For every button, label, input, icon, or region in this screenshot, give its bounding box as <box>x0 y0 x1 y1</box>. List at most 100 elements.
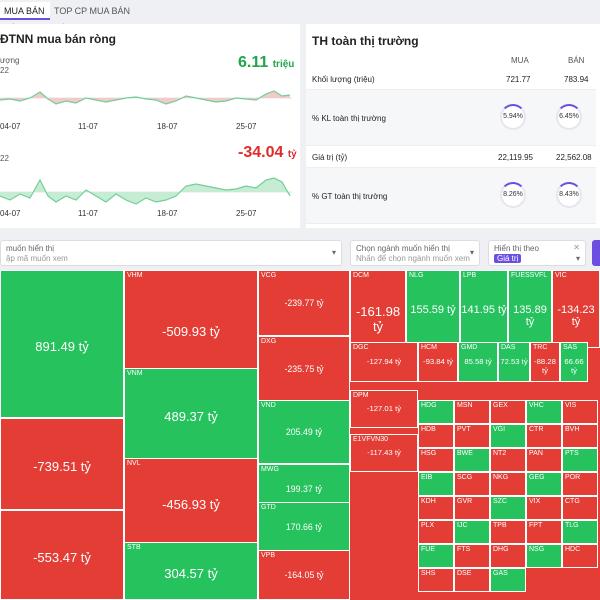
tile-code: CTR <box>529 426 544 433</box>
treemap-tile[interactable]: NSG <box>526 544 562 568</box>
treemap-tile[interactable]: EIB <box>418 472 454 496</box>
treemap-tile[interactable]: FUESSVFL 135.89 tỷ <box>508 270 552 348</box>
treemap-tile[interactable]: VPB -164.05 tỷ <box>258 550 350 600</box>
volume-value: 6.11 <box>238 54 269 71</box>
treemap-tile[interactable]: E1VFVN30 -117.43 tỷ <box>350 434 418 472</box>
treemap-tile[interactable]: STB 304.57 tỷ <box>124 542 258 600</box>
tile-value: -164.05 tỷ <box>284 570 324 580</box>
treemap-tile[interactable]: GVR <box>454 496 490 520</box>
treemap-tile[interactable]: VIS <box>562 400 598 424</box>
tile-value: 155.59 tỷ <box>410 304 456 316</box>
treemap-tile[interactable]: NKG <box>490 472 526 496</box>
treemap-tile[interactable]: TPB <box>490 520 526 544</box>
industry-filter[interactable]: Chọn ngành muốn hiển thị Nhấn để chọn ng… <box>350 240 480 266</box>
treemap-tile[interactable]: HDC <box>562 544 598 568</box>
treemap-tile[interactable]: NLG 155.59 tỷ <box>406 270 460 348</box>
tile-value: -456.93 tỷ <box>162 497 220 512</box>
clear-icon[interactable]: ✕ <box>573 243 580 252</box>
treemap-tile[interactable]: GTD 170.66 tỷ <box>258 502 350 552</box>
treemap-tile[interactable]: TLG <box>562 520 598 544</box>
treemap-tile[interactable]: FTS <box>454 544 490 568</box>
col-buy-header: MUA <box>511 56 529 65</box>
treemap-tile[interactable]: VGI <box>490 424 526 448</box>
tile-code: GEX <box>493 402 508 409</box>
tile-code: DAS <box>501 344 516 351</box>
tile-code: VNM <box>127 370 143 377</box>
tile-code: DSE <box>457 570 472 577</box>
treemap-tile[interactable]: FUE <box>418 544 454 568</box>
treemap-tile[interactable]: MSN <box>454 400 490 424</box>
treemap-tile[interactable]: VND 205.49 tỷ <box>258 400 350 464</box>
treemap-tile[interactable]: FPT <box>526 520 562 544</box>
value-xtick-4: 25-07 <box>236 209 257 218</box>
treemap-tile[interactable]: CTG <box>562 496 598 520</box>
treemap-tile[interactable]: BWE <box>454 448 490 472</box>
treemap-tile[interactable]: NVL -456.93 tỷ <box>124 458 258 546</box>
treemap-tile[interactable]: NT2 <box>490 448 526 472</box>
treemap-tile[interactable]: VNM 489.37 tỷ <box>124 368 258 460</box>
display-by-chip[interactable]: Giá trị <box>494 254 522 263</box>
treemap-tile[interactable]: BVH <box>562 424 598 448</box>
treemap-tile[interactable]: HCM -93.84 tỷ <box>418 342 458 382</box>
treemap-tile[interactable]: SZC <box>490 496 526 520</box>
treemap-tile[interactable]: IJC <box>454 520 490 544</box>
stock-filter[interactable]: muốn hiển thị ập mã muốn xem ▾ <box>0 240 342 266</box>
treemap-tile[interactable]: LPB 141.95 tỷ <box>460 270 508 348</box>
tile-code: SAS <box>563 344 578 351</box>
treemap-tile[interactable]: GEG <box>526 472 562 496</box>
tile-code: NKG <box>493 474 509 481</box>
value-chart <box>0 177 292 205</box>
treemap-tile[interactable]: SCG <box>454 472 490 496</box>
treemap-tile[interactable]: DAS 72.53 tỷ <box>498 342 530 382</box>
treemap-tile[interactable]: DCM -161.98 tỷ <box>350 270 406 348</box>
treemap-tile[interactable]: HDB <box>418 424 454 448</box>
tab-net-buy-sell[interactable]: MUA BÁN RÒNG <box>0 2 50 34</box>
tile-code: VGI <box>493 426 506 433</box>
treemap-tile[interactable]: PVT <box>454 424 490 448</box>
tile-code: VPB <box>261 552 276 559</box>
treemap-tile[interactable]: HDG <box>418 400 454 424</box>
treemap-tile[interactable]: DGC -127.94 tỷ <box>350 342 418 382</box>
treemap-tile[interactable]: VCG -239.77 tỷ <box>258 270 350 336</box>
treemap-tile[interactable]: SAS 66.66 tỷ <box>560 342 588 382</box>
treemap-tile[interactable]: -553.47 tỷ <box>0 510 124 600</box>
treemap-tile[interactable]: TRC -88.28 tỷ <box>530 342 560 382</box>
treemap-tile[interactable]: CTR <box>526 424 562 448</box>
treemap-tile[interactable]: DPM -127.01 tỷ <box>350 390 418 428</box>
tile-code: CTG <box>565 498 580 505</box>
display-by-filter[interactable]: Hiển thị theo Giá trị ✕ ▾ <box>488 240 586 266</box>
treemap-tile[interactable]: GMD 85.58 tỷ <box>458 342 498 382</box>
tile-code: GTD <box>261 504 276 511</box>
tab-top-stocks[interactable]: TOP CP MUA BÁN RÒNG <box>54 6 131 34</box>
value-value: -34.04 <box>238 144 284 161</box>
treemap-tile[interactable]: DXG -235.75 tỷ <box>258 336 350 402</box>
volume-unit: triệu <box>272 59 295 70</box>
treemap-tile[interactable]: PLX <box>418 520 454 544</box>
treemap-tile[interactable]: GAS <box>490 568 526 592</box>
treemap-tile[interactable]: 891.49 tỷ <box>0 270 124 418</box>
treemap-tile[interactable]: -739.51 tỷ <box>0 418 124 510</box>
treemap-tile[interactable]: GEX <box>490 400 526 424</box>
tile-value: -509.93 tỷ <box>162 324 220 339</box>
treemap-tile[interactable]: KDH <box>418 496 454 520</box>
treemap-tile[interactable]: VIC -134.23 tỷ <box>552 270 600 348</box>
treemap-tile[interactable]: PTS <box>562 448 598 472</box>
tile-code: VND <box>261 402 276 409</box>
treemap-tile[interactable]: POR <box>562 472 598 496</box>
tile-value: 891.49 tỷ <box>35 339 89 354</box>
treemap-tile[interactable]: VHC <box>526 400 562 424</box>
treemap-tile[interactable]: HSG <box>418 448 454 472</box>
treemap-tile[interactable]: VIX <box>526 496 562 520</box>
tile-code: IJC <box>457 522 468 529</box>
tile-code: HSG <box>421 450 437 457</box>
treemap-tile[interactable]: PAN <box>526 448 562 472</box>
tile-code: STB <box>127 544 141 551</box>
treemap-tile[interactable]: DSE <box>454 568 490 592</box>
treemap-tile[interactable]: DHG <box>490 544 526 568</box>
treemap-tile[interactable]: SHS <box>418 568 454 592</box>
tile-code: GAS <box>493 570 508 577</box>
filter-submit-button[interactable] <box>592 240 600 266</box>
tile-code: E1VFVN30 <box>353 436 389 443</box>
market-title: TH toàn thị trường <box>312 34 419 48</box>
row-sell: 22,562.08 <box>556 153 592 162</box>
